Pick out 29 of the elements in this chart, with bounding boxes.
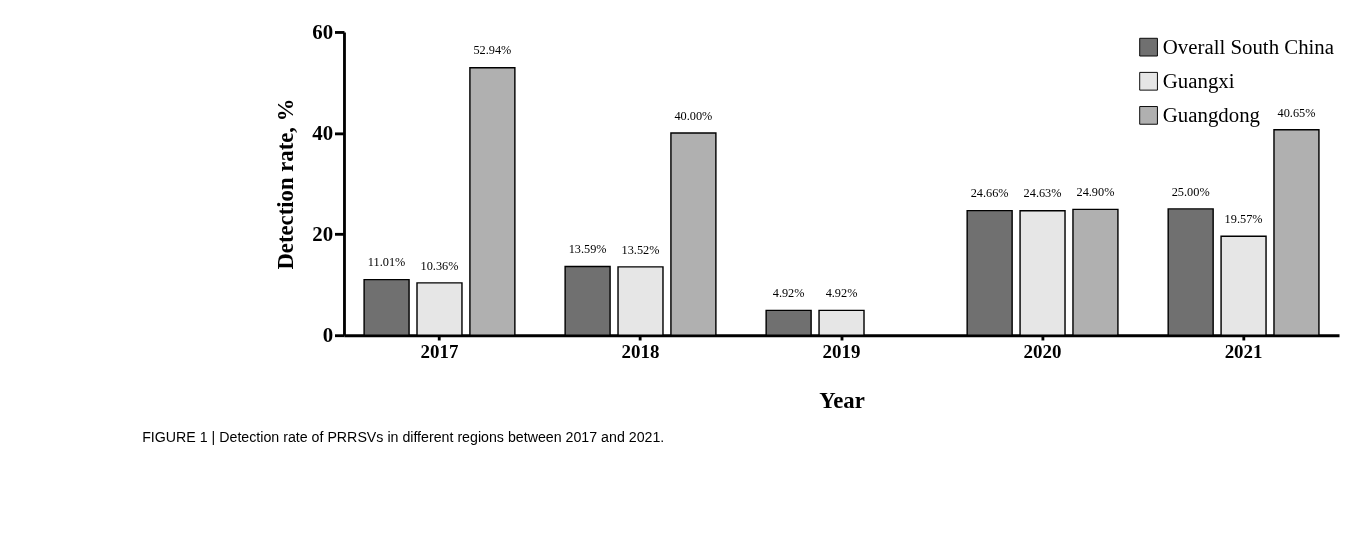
data-label: 25.00% bbox=[1171, 184, 1210, 199]
data-label: 4.92% bbox=[772, 286, 805, 301]
caption: FIGURE 1 | Detection rate of PRRSVs in different regions between 2017 and 2021. bbox=[142, 429, 665, 446]
data-label: 24.90% bbox=[1076, 185, 1115, 200]
data-label: 24.63% bbox=[1023, 186, 1062, 201]
y-tick-label: 40 bbox=[312, 121, 334, 146]
legend-label: Guangdong bbox=[1162, 103, 1261, 128]
data-label: 52.94% bbox=[473, 43, 512, 58]
data-label: 40.00% bbox=[674, 108, 713, 123]
data-label: 13.52% bbox=[621, 242, 660, 257]
x-axis-title: Year bbox=[819, 387, 865, 413]
data-label: 4.92% bbox=[825, 286, 858, 301]
legend-label: Overall South China bbox=[1162, 34, 1335, 59]
data-label: 13.59% bbox=[568, 242, 607, 257]
data-label: 10.36% bbox=[420, 258, 459, 273]
data-label: 24.66% bbox=[970, 186, 1009, 201]
x-tick-label: 2017 bbox=[420, 340, 459, 362]
x-tick-label: 2019 bbox=[822, 340, 861, 362]
data-label: 40.65% bbox=[1277, 105, 1316, 120]
x-tick-label: 2021 bbox=[1224, 340, 1263, 362]
legend-label: Guangxi bbox=[1162, 68, 1235, 93]
x-tick-label: 2018 bbox=[621, 340, 660, 362]
x-tick-label: 2020 bbox=[1023, 340, 1062, 362]
data-label: 19.57% bbox=[1224, 212, 1263, 227]
y-tick-label: 0 bbox=[322, 323, 334, 348]
data-label: 11.01% bbox=[367, 255, 406, 270]
y-tick-label: 20 bbox=[312, 222, 334, 247]
y-tick-label: 60 bbox=[312, 20, 334, 45]
y-axis-title: Detection rate, % bbox=[273, 98, 299, 270]
